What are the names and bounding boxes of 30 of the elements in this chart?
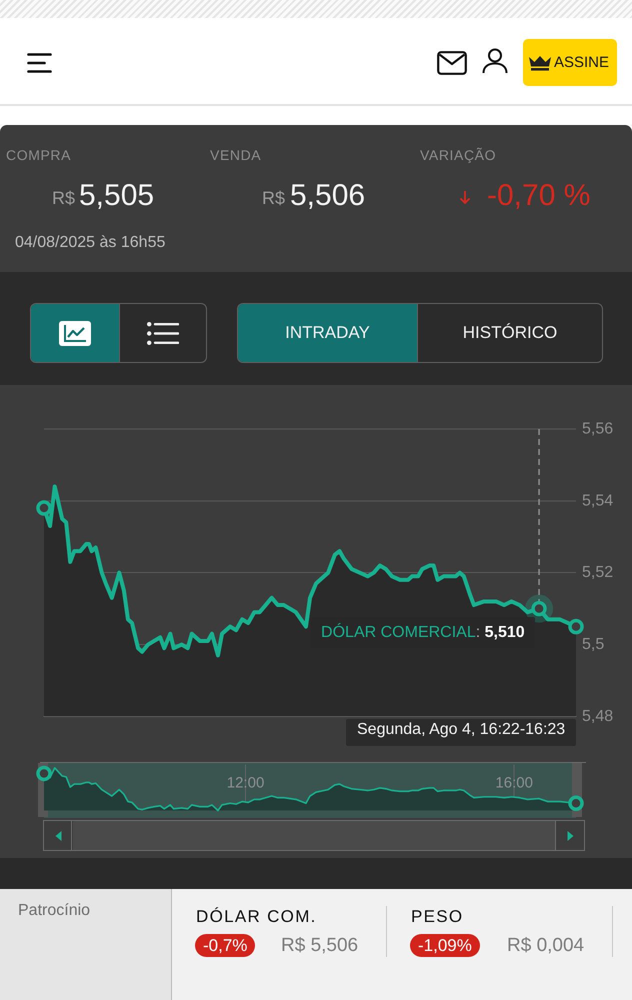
point xyxy=(568,618,584,634)
change-badge: -0,7% xyxy=(195,934,256,957)
x-tick-label: 16:00 xyxy=(495,774,533,792)
subscribe-button[interactable]: ASSINE xyxy=(523,39,617,86)
y-tick-label: 5,52 xyxy=(582,564,614,582)
text: VARIAÇÃO xyxy=(420,147,496,163)
x-tick-label: 12:00 xyxy=(226,774,264,792)
text: 04/08/2025 às 16h55 xyxy=(15,234,166,252)
y-tick-label: 5,5 xyxy=(582,636,604,653)
text: R$ xyxy=(262,188,286,208)
y-tick-label: 5,48 xyxy=(582,708,614,725)
text: PESO xyxy=(411,907,464,927)
annotation: DÓLAR COMERCIAL: 5,510 xyxy=(321,624,525,641)
y-tick-label: 5,56 xyxy=(582,420,614,438)
text: 5,505 xyxy=(79,179,154,213)
text: -0,70 % xyxy=(487,179,590,213)
text: R$ xyxy=(52,188,76,208)
text: COMPRA xyxy=(6,147,72,163)
text: VENDA xyxy=(210,147,262,163)
tab-button[interactable]: INTRADAY xyxy=(238,304,417,362)
text: 5,506 xyxy=(290,179,366,213)
point xyxy=(36,500,52,516)
change-badge: -1,09% xyxy=(410,934,480,957)
text: R$ 5,506 xyxy=(281,934,358,957)
text: R$ 0,004 xyxy=(507,934,584,957)
text: DÓLAR COM. xyxy=(196,907,317,927)
text: Patrocínio xyxy=(18,902,90,920)
y-tick-label: 5,54 xyxy=(582,492,614,510)
ref-line-label: Segunda, Ago 4, 16:22-16:23 xyxy=(346,719,576,746)
tab-button[interactable]: HISTÓRICO xyxy=(417,304,602,362)
